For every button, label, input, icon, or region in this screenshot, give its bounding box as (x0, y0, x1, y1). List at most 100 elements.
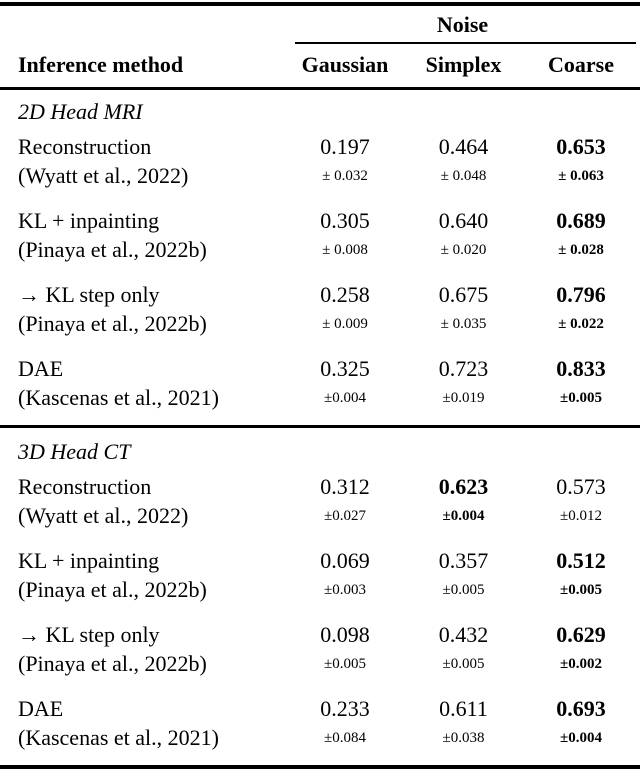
section-label-3d-head-ct: 3D Head CT (0, 425, 640, 469)
metric-stddev: ±0.019 (442, 390, 485, 406)
table-row: Reconstruction (Wyatt et al., 2022) 0.19… (0, 129, 640, 203)
metric-cell-gaussian: 0.069 ±0.003 (285, 543, 405, 617)
method-citation: (Wyatt et al., 2022) (18, 163, 189, 188)
metric-cell-gaussian: 0.258 ± 0.009 (285, 277, 405, 351)
metric-value: 0.640 (438, 208, 489, 233)
metric-value: 0.623 (438, 474, 489, 499)
method-citation: (Pinaya et al., 2022b) (18, 577, 207, 602)
metric-cell-gaussian: 0.098 ±0.005 (285, 617, 405, 691)
noise-spacer (0, 6, 285, 42)
metric-stddev: ± 0.035 (440, 316, 487, 332)
method-cell: DAE (Kascenas et al., 2021) (0, 351, 285, 427)
metric-stddev: ±0.002 (560, 656, 602, 672)
metric-cell-simplex: 0.611 ±0.038 (405, 691, 522, 765)
noise-cmidrule (295, 42, 636, 44)
col-header-simplex: Simplex (405, 44, 522, 90)
table-row: → KL step only (Pinaya et al., 2022b) 0.… (0, 617, 640, 691)
table-row: Reconstruction (Wyatt et al., 2022) 0.31… (0, 469, 640, 543)
metric-value: 0.325 (320, 356, 370, 381)
metric-cell-coarse: 0.833 ±0.005 (522, 351, 640, 427)
metric-value: 0.464 (438, 134, 489, 159)
metric-stddev: ± 0.028 (558, 242, 604, 258)
method-name: → KL step only (18, 282, 160, 307)
method-citation: (Pinaya et al., 2022b) (18, 651, 207, 676)
metric-stddev: ±0.005 (324, 656, 366, 672)
metric-stddev: ± 0.048 (440, 168, 487, 184)
metric-value: 0.312 (320, 474, 370, 499)
metric-value: 0.098 (320, 622, 370, 647)
metric-cell-coarse: 0.629 ±0.002 (522, 617, 640, 691)
table-row: DAE (Kascenas et al., 2021) 0.325 ±0.004… (0, 351, 640, 427)
metric-cell-coarse: 0.653 ± 0.063 (522, 129, 640, 203)
col-header-inference-method: Inference method (0, 44, 285, 90)
column-header-row: Inference method Gaussian Simplex Coarse (0, 44, 640, 90)
cmidrule-row (0, 42, 640, 44)
section-row-3d-head-ct: 3D Head CT (0, 425, 640, 469)
metric-stddev: ±0.005 (560, 582, 602, 598)
table-row: DAE (Kascenas et al., 2021) 0.233 ±0.084… (0, 691, 640, 765)
metric-value: 0.305 (320, 208, 370, 233)
metric-cell-simplex: 0.357 ±0.005 (405, 543, 522, 617)
method-name: → KL step only (18, 622, 160, 647)
section-label-2d-head-mri: 2D Head MRI (18, 99, 143, 124)
col-header-gaussian: Gaussian (285, 44, 405, 90)
method-citation: (Kascenas et al., 2021) (18, 385, 219, 410)
metric-cell-gaussian: 0.197 ± 0.032 (285, 129, 405, 203)
metric-cell-coarse: 0.693 ±0.004 (522, 691, 640, 765)
metric-stddev: ±0.038 (442, 730, 485, 746)
metric-value: 0.796 (556, 282, 606, 307)
metric-value: 0.357 (438, 548, 489, 573)
metric-value: 0.693 (556, 696, 606, 721)
method-name: Reconstruction (18, 134, 152, 159)
method-citation: (Kascenas et al., 2021) (18, 725, 219, 750)
metric-value: 0.629 (556, 622, 606, 647)
method-name: KL + inpainting (18, 208, 160, 233)
method-cell: DAE (Kascenas et al., 2021) (0, 691, 285, 765)
table-row: KL + inpainting (Pinaya et al., 2022b) 0… (0, 203, 640, 277)
metric-stddev: ±0.004 (324, 390, 366, 406)
method-cell: → KL step only (Pinaya et al., 2022b) (0, 277, 285, 351)
metric-cell-gaussian: 0.233 ±0.084 (285, 691, 405, 765)
table-top-rule (0, 2, 640, 6)
metric-value: 0.573 (556, 474, 606, 499)
method-cell: Reconstruction (Wyatt et al., 2022) (0, 129, 285, 203)
metric-stddev: ±0.084 (324, 730, 366, 746)
metric-cell-simplex: 0.640 ± 0.020 (405, 203, 522, 277)
metric-value: 0.069 (320, 548, 370, 573)
metric-cell-simplex: 0.723 ±0.019 (405, 351, 522, 427)
metric-value: 0.675 (438, 282, 489, 307)
metric-cell-simplex: 0.464 ± 0.048 (405, 129, 522, 203)
metric-cell-simplex: 0.675 ± 0.035 (405, 277, 522, 351)
metric-value: 0.197 (320, 134, 370, 159)
method-name: DAE (18, 696, 64, 721)
method-citation: (Wyatt et al., 2022) (18, 503, 189, 528)
metric-stddev: ± 0.009 (322, 316, 368, 332)
metric-stddev: ±0.003 (324, 582, 366, 598)
table-row: KL + inpainting (Pinaya et al., 2022b) 0… (0, 543, 640, 617)
metric-value: 0.611 (439, 696, 488, 721)
metric-value: 0.512 (556, 548, 606, 573)
metric-stddev: ± 0.008 (322, 242, 368, 258)
metric-value: 0.833 (556, 356, 606, 381)
method-citation: (Pinaya et al., 2022b) (18, 237, 207, 262)
metric-cell-coarse: 0.512 ±0.005 (522, 543, 640, 617)
metric-stddev: ± 0.022 (558, 316, 604, 332)
metric-stddev: ±0.004 (560, 730, 602, 746)
method-name: DAE (18, 356, 64, 381)
metric-value: 0.258 (320, 282, 370, 307)
method-name: KL + inpainting (18, 548, 160, 573)
method-cell: KL + inpainting (Pinaya et al., 2022b) (0, 203, 285, 277)
metric-stddev: ± 0.020 (440, 242, 487, 258)
metric-stddev: ± 0.063 (558, 168, 604, 184)
method-cell: → KL step only (Pinaya et al., 2022b) (0, 617, 285, 691)
method-cell: Reconstruction (Wyatt et al., 2022) (0, 469, 285, 543)
results-table: Noise Inference method Gaussian Simplex … (0, 6, 640, 765)
metric-cell-gaussian: 0.305 ± 0.008 (285, 203, 405, 277)
cmidrule-cell (285, 42, 640, 44)
metric-cell-coarse: 0.573 ±0.012 (522, 469, 640, 543)
metric-stddev: ± 0.032 (322, 168, 368, 184)
section-row-2d-head-mri: 2D Head MRI (0, 89, 640, 130)
method-cell: KL + inpainting (Pinaya et al., 2022b) (0, 543, 285, 617)
method-name: Reconstruction (18, 474, 152, 499)
metric-stddev: ±0.005 (560, 390, 602, 406)
